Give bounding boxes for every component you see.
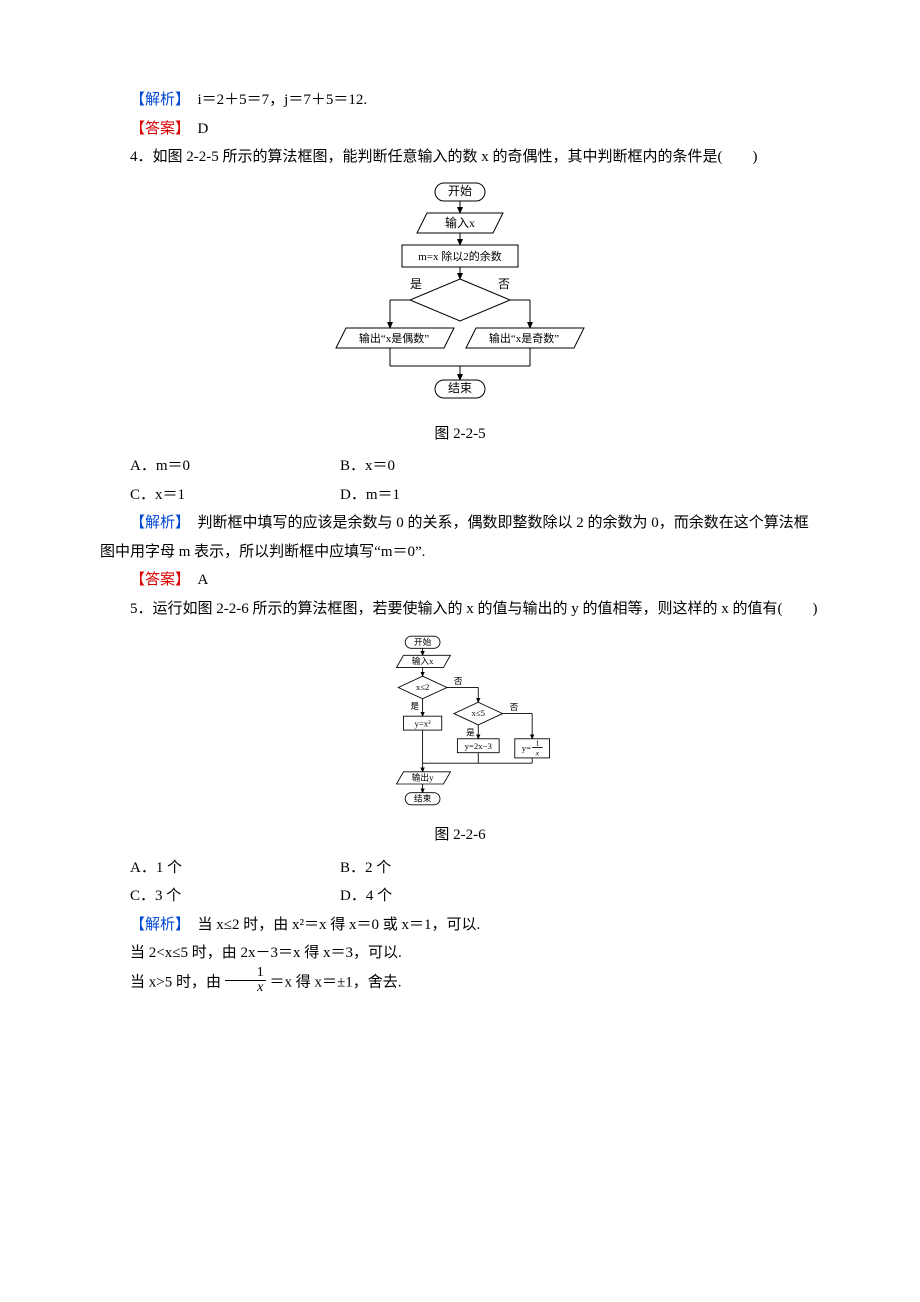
svg-text:输入x: 输入x (412, 655, 434, 666)
analysis-line: 【解析】 i＝2＋5＝7，j＝7＋5＝12. (100, 86, 820, 115)
analysis-text: i＝2＋5＝7，j＝7＋5＝12. (183, 92, 368, 108)
analysis-tag: 【解析】 (130, 917, 183, 933)
q4-answer: 【答案】 A (100, 566, 820, 595)
svg-text:y=x²: y=x² (415, 719, 432, 729)
svg-text:y=: y= (522, 743, 531, 753)
q5-analysis-3-pre: 当 x>5 时，由 (130, 974, 221, 990)
svg-text:1: 1 (535, 739, 539, 748)
svg-text:否: 否 (510, 702, 519, 712)
svg-text:开始: 开始 (448, 184, 472, 198)
analysis-text: 当 x≤2 时，由 x²＝x 得 x＝0 或 x＝1，可以. (183, 917, 481, 933)
q5-analysis-2: 当 2<x≤5 时，由 2x－3＝x 得 x＝3，可以. (100, 939, 820, 968)
svg-text:结束: 结束 (448, 381, 472, 395)
q4-options-row2: C．x＝1 D．m＝1 (100, 481, 820, 510)
analysis-tag: 【解析】 (130, 92, 183, 108)
q4-flowchart: 开始 输入x m=x 除以2的余数 是 否 输出“x是偶数” (330, 178, 590, 418)
q5-caption: 图 2-2-6 (100, 821, 820, 850)
answer-line: 【答案】 D (100, 115, 820, 144)
svg-text:x: x (535, 748, 540, 757)
svg-text:x≤5: x≤5 (472, 708, 485, 718)
svg-text:输出y: 输出y (412, 772, 434, 783)
q5-options-row1: A．1 个 B．2 个 (100, 854, 820, 883)
q5-flowchart: 开始 输入x x≤2 否 是 y=x² x≤5 否 是 (360, 629, 560, 819)
svg-text:是: 是 (410, 277, 422, 291)
q4-caption: 图 2-2-5 (100, 420, 820, 449)
analysis-tag: 【解析】 (130, 515, 183, 531)
svg-text:输出“x是偶数”: 输出“x是偶数” (359, 331, 429, 345)
svg-text:y=2x−3: y=2x−3 (465, 741, 492, 751)
q4-optA: A．m＝0 (100, 452, 340, 481)
svg-text:结束: 结束 (414, 792, 432, 803)
q4-optB: B．x＝0 (340, 452, 820, 481)
svg-text:是: 是 (410, 701, 419, 711)
q5-options-row2: C．3 个 D．4 个 (100, 882, 820, 911)
svg-text:否: 否 (454, 676, 463, 686)
q5-figure: 开始 输入x x≤2 否 是 y=x² x≤5 否 是 (100, 629, 820, 819)
svg-text:否: 否 (498, 277, 510, 291)
fraction-one-over-x: 1x (225, 966, 266, 996)
svg-text:是: 是 (466, 727, 475, 737)
answer-tag: 【答案】 (130, 121, 183, 137)
analysis-text: 判断框中填写的应该是余数与 0 的关系，偶数即整数除以 2 的余数为 0，而余数… (100, 515, 809, 560)
q4-optD: D．m＝1 (340, 481, 820, 510)
answer-text: D (183, 121, 209, 137)
q5-optB: B．2 个 (340, 854, 820, 883)
svg-text:输出“x是奇数”: 输出“x是奇数” (489, 331, 559, 345)
q5-optC: C．3 个 (100, 882, 340, 911)
svg-text:输入x: 输入x (445, 215, 475, 230)
q4-analysis: 【解析】 判断框中填写的应该是余数与 0 的关系，偶数即整数除以 2 的余数为 … (100, 509, 820, 566)
answer-text: A (183, 572, 209, 588)
q4-options-row1: A．m＝0 B．x＝0 (100, 452, 820, 481)
q5-analysis-3: 当 x>5 时，由 1x ＝x 得 x＝±1，舍去. (100, 968, 820, 998)
q4-optC: C．x＝1 (100, 481, 340, 510)
svg-text:开始: 开始 (414, 636, 432, 647)
q5-analysis-1: 【解析】 当 x≤2 时，由 x²＝x 得 x＝0 或 x＝1，可以. (100, 911, 820, 940)
q5-analysis-3-post: ＝x 得 x＝±1，舍去. (269, 974, 401, 990)
svg-text:m=x 除以2的余数: m=x 除以2的余数 (418, 249, 502, 263)
svg-text:x≤2: x≤2 (416, 682, 429, 692)
answer-tag: 【答案】 (130, 572, 183, 588)
q4-figure: 开始 输入x m=x 除以2的余数 是 否 输出“x是偶数” (100, 178, 820, 418)
q5-optD: D．4 个 (340, 882, 820, 911)
q5-stem: 5．运行如图 2-2-6 所示的算法框图，若要使输入的 x 的值与输出的 y 的… (100, 595, 820, 624)
q5-optA: A．1 个 (100, 854, 340, 883)
q4-stem: 4．如图 2-2-5 所示的算法框图，能判断任意输入的数 x 的奇偶性，其中判断… (100, 143, 820, 172)
